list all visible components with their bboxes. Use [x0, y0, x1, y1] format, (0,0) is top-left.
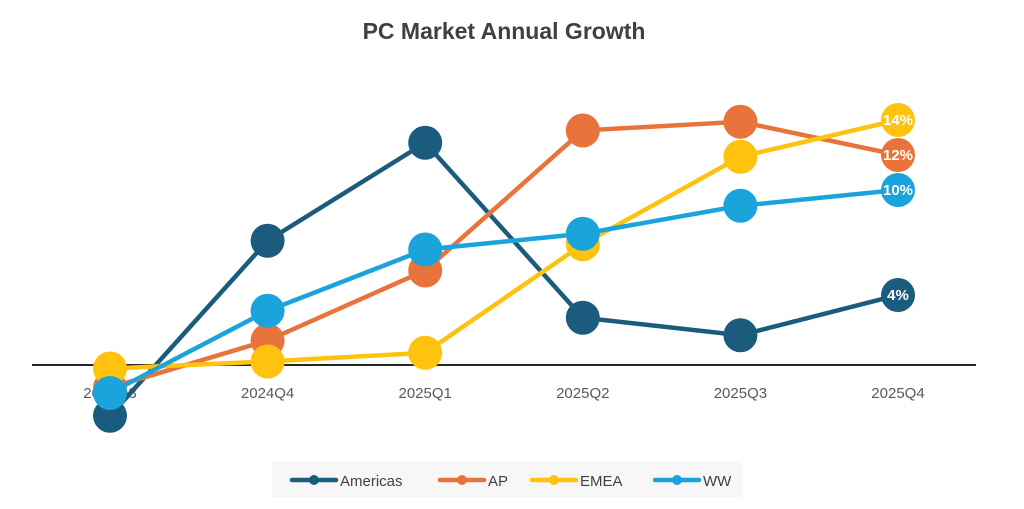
data-point	[250, 293, 285, 328]
data-label: 10%	[883, 182, 913, 199]
legend-label: EMEA	[580, 473, 623, 490]
legend-item-ww: WW	[652, 473, 732, 490]
data-point	[723, 188, 758, 223]
data-point	[408, 335, 443, 370]
data-point	[881, 103, 915, 137]
x-tick-label: 2025Q4	[871, 385, 924, 402]
data-point	[565, 216, 600, 251]
data-point	[723, 318, 758, 353]
legend-marker	[309, 475, 319, 485]
data-label: 14%	[883, 112, 913, 129]
series-line	[109, 117, 899, 371]
data-point	[93, 376, 127, 410]
legend-marker	[672, 475, 682, 485]
x-tick-label: 2024Q4	[241, 385, 294, 402]
series-line	[109, 119, 899, 390]
data-point	[250, 223, 285, 258]
series-americas: 4%	[93, 125, 915, 433]
data-point	[250, 344, 285, 379]
data-point	[881, 278, 915, 312]
data-label: 4%	[887, 287, 909, 304]
data-point	[565, 113, 600, 148]
legend-marker	[457, 475, 467, 485]
x-tick-label: 2025Q2	[556, 385, 609, 402]
series-ap: 12%	[93, 104, 915, 405]
x-tick-label: 2025Q3	[714, 385, 767, 402]
series-line	[108, 187, 899, 395]
legend-item-americas: Americas	[289, 473, 403, 490]
data-point	[93, 351, 127, 386]
data-point	[723, 139, 758, 174]
legend-label: AP	[488, 473, 508, 490]
series-line	[108, 139, 899, 418]
chart-title: PC Market Annual Growth	[363, 18, 646, 44]
legend-item-ap: AP	[437, 473, 508, 490]
series-emea: 14%	[93, 103, 915, 386]
legend-label: WW	[703, 473, 732, 490]
data-point	[881, 173, 915, 207]
x-tick-label: 2025Q1	[399, 385, 452, 402]
data-point	[408, 125, 443, 160]
legend-item-emea: EMEA	[529, 473, 623, 490]
data-point	[408, 232, 443, 267]
legend-label: Americas	[340, 473, 403, 490]
series-ww: 10%	[93, 173, 915, 410]
data-label: 12%	[883, 147, 913, 164]
data-point	[881, 138, 915, 172]
data-point	[723, 104, 758, 139]
legend-marker	[549, 475, 559, 485]
data-point	[565, 300, 600, 335]
